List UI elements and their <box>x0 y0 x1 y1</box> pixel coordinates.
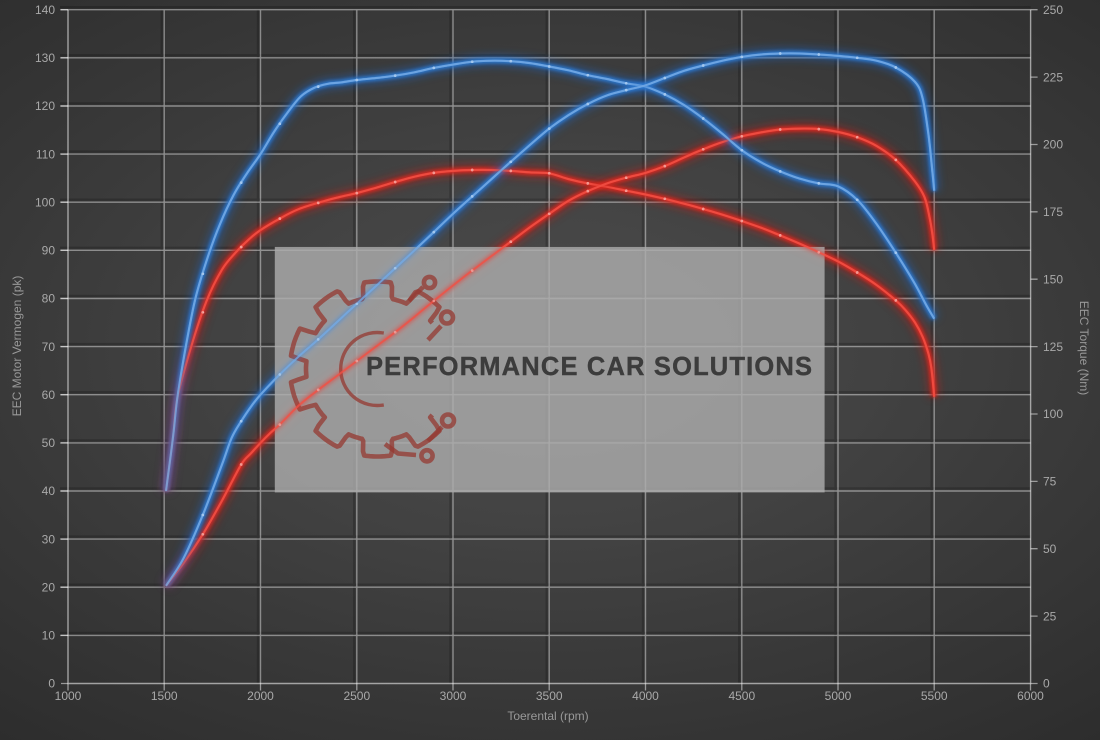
svg-text:100: 100 <box>35 195 55 209</box>
svg-text:0: 0 <box>1043 677 1050 691</box>
svg-text:2500: 2500 <box>343 689 370 703</box>
svg-text:5000: 5000 <box>825 689 852 703</box>
svg-text:4000: 4000 <box>632 689 659 703</box>
svg-text:20: 20 <box>42 580 56 594</box>
svg-text:4500: 4500 <box>728 689 755 703</box>
svg-text:80: 80 <box>42 292 56 306</box>
svg-text:2000: 2000 <box>247 689 274 703</box>
svg-text:25: 25 <box>1043 609 1057 623</box>
svg-text:175: 175 <box>1043 205 1063 219</box>
svg-text:Toerental (rpm): Toerental (rpm) <box>507 709 588 723</box>
svg-text:0: 0 <box>48 677 55 691</box>
svg-text:EEC Motor Vermogen (pk): EEC Motor Vermogen (pk) <box>10 276 24 417</box>
svg-text:10: 10 <box>42 629 56 643</box>
svg-text:1000: 1000 <box>55 689 82 703</box>
svg-text:110: 110 <box>36 147 55 161</box>
svg-text:50: 50 <box>42 436 56 450</box>
svg-text:50: 50 <box>1043 542 1057 556</box>
svg-text:70: 70 <box>42 340 56 354</box>
svg-text:90: 90 <box>42 244 56 258</box>
svg-text:3000: 3000 <box>440 689 467 703</box>
svg-text:PERFORMANCE CAR SOLUTIONS: PERFORMANCE CAR SOLUTIONS <box>366 353 815 381</box>
svg-text:125: 125 <box>1043 340 1063 354</box>
svg-text:150: 150 <box>1043 272 1063 286</box>
svg-text:75: 75 <box>1043 475 1057 489</box>
svg-text:250: 250 <box>1043 3 1063 17</box>
svg-text:30: 30 <box>42 532 56 546</box>
svg-text:60: 60 <box>42 388 56 402</box>
svg-text:100: 100 <box>1043 407 1063 421</box>
svg-text:130: 130 <box>35 51 55 65</box>
svg-text:5500: 5500 <box>921 689 948 703</box>
svg-text:120: 120 <box>35 99 55 113</box>
svg-text:140: 140 <box>35 3 55 17</box>
svg-text:40: 40 <box>42 484 56 498</box>
svg-text:200: 200 <box>1043 138 1063 152</box>
svg-text:225: 225 <box>1043 70 1063 84</box>
svg-text:1500: 1500 <box>151 689 178 703</box>
svg-text:6000: 6000 <box>1017 689 1044 703</box>
svg-text:3500: 3500 <box>536 689 563 703</box>
svg-text:EEC Torque (Nm): EEC Torque (Nm) <box>1077 301 1091 395</box>
